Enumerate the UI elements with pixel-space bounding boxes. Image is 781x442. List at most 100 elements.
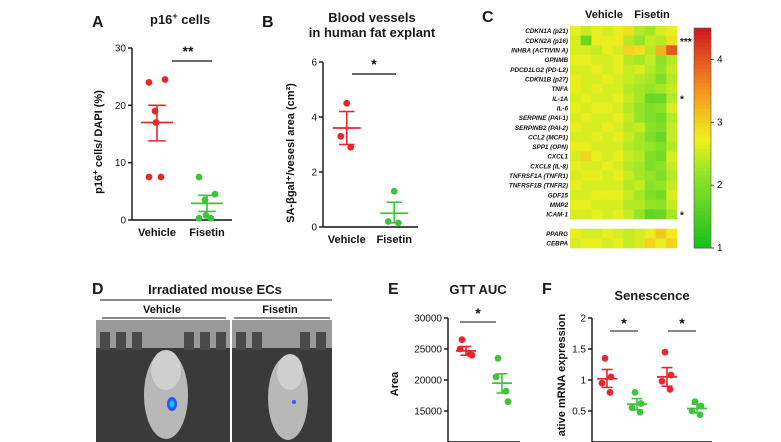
heatmap-cell-19-4 xyxy=(612,209,624,220)
heatmap-cell-6-2 xyxy=(591,83,603,94)
panel-b-plot: 0 2 4 6 Vehicle Fisetin xyxy=(311,58,418,246)
heatmap-cell-3-8 xyxy=(655,54,667,65)
heatmap-cell-2-5 xyxy=(623,45,635,56)
colorbar-step-20 xyxy=(694,101,711,106)
heatmap-row-label-5: CDKN1B (p27) xyxy=(525,77,568,84)
heatmap-cell-18-7 xyxy=(644,199,656,210)
heatmap-cell-9-1 xyxy=(580,112,592,123)
panel-a: A p16+ cells p16+ cells/ DAPI (%) 0 10 20 3… xyxy=(91,11,232,239)
colorbar-step-6 xyxy=(694,50,711,55)
heatmap-cell-15-3 xyxy=(602,170,614,181)
heatmap-cell-2-3 xyxy=(602,45,614,56)
heatmap-cell-7-8 xyxy=(655,93,667,104)
heatmap-row-annotation-7: * xyxy=(680,95,684,106)
heatmap-cell-0-3 xyxy=(602,26,614,36)
heatmap-cell-7-6 xyxy=(634,93,646,104)
heatmap-colorbar: 1 2 3 4 xyxy=(693,27,723,254)
heatmap-cell-16-3 xyxy=(602,180,614,191)
luminescence-signal-fisetin xyxy=(292,400,296,404)
heatmap-row-label-10: SERPINB2 (PAI-2) xyxy=(515,125,568,132)
heatmap-cell-18-6 xyxy=(634,199,646,210)
heatmap-cell-16-0 xyxy=(570,180,581,191)
heatmap-col-header-fisetin: Fisetin xyxy=(634,9,670,21)
panel-a-ylabel: p16+ cells/ DAPI (%) xyxy=(91,90,105,194)
heatmap-cell-4-5 xyxy=(623,64,635,75)
heatmap-row-label-14: CXCL8 (IL-8) xyxy=(530,163,568,170)
heatmap: CDKN1A (p21) CDKN2A (p16) *** INHBA (ACTIVI… xyxy=(509,26,692,249)
chartB-point-0-2 xyxy=(347,143,355,151)
heatmap-cell-9-8 xyxy=(655,112,667,123)
heatmap-cell-8-0 xyxy=(570,103,581,114)
heatmap-cell-21-7 xyxy=(644,228,656,239)
colorbar-step-47 xyxy=(694,200,711,205)
heatmap-cell-11-5 xyxy=(623,132,635,143)
heatmap-row-label-8: IL-6 xyxy=(557,105,569,112)
colorbar-tick-label-1: 2 xyxy=(717,180,723,191)
colorbar-tick-label-3: 4 xyxy=(717,54,723,65)
colorbar-step-17 xyxy=(694,90,711,95)
colorbar-step-39 xyxy=(694,171,711,176)
heatmap-cell-0-5 xyxy=(623,26,635,36)
chartF-point-0-0 xyxy=(601,354,609,362)
heatmap-cell-3-6 xyxy=(634,54,646,65)
heatmap-cell-9-2 xyxy=(591,112,603,123)
colorbar-step-13 xyxy=(694,75,711,80)
heatmap-cell-14-7 xyxy=(644,161,656,172)
heatmap-cell-19-5 xyxy=(623,209,635,220)
heatmap-cell-19-1 xyxy=(580,209,592,220)
chartA-category-0: Vehicle xyxy=(138,227,176,239)
heatmap-cell-22-6 xyxy=(634,238,646,249)
heatmap-cell-5-9 xyxy=(666,74,678,85)
heatmap-cell-11-4 xyxy=(612,132,624,143)
chartA-point-1-5 xyxy=(207,214,215,222)
panel-b-letter: B xyxy=(262,14,274,31)
colorbar-step-15 xyxy=(694,83,711,88)
chartF-ytick-label-0: 0.5 xyxy=(572,407,586,418)
colorbar-step-28 xyxy=(694,130,711,135)
heatmap-cell-3-2 xyxy=(591,54,603,65)
heatmap-cell-1-1 xyxy=(580,35,592,46)
heatmap-cell-14-9 xyxy=(666,161,678,172)
heatmap-row-label-11: CCL2 (MCP1) xyxy=(528,134,568,141)
heatmap-cell-12-9 xyxy=(666,141,678,152)
colorbar-tick-label-0: 1 xyxy=(717,243,723,254)
chartA-point-1-4 xyxy=(195,214,203,222)
heatmap-cell-15-9 xyxy=(666,170,678,181)
heatmap-cell-5-2 xyxy=(591,74,603,85)
heatmap-cell-10-6 xyxy=(634,122,646,133)
heatmap-cell-8-2 xyxy=(591,103,603,114)
heatmap-cell-7-7 xyxy=(644,93,656,104)
panel-e-title: GTT AUC xyxy=(449,282,507,297)
heatmap-cell-19-3 xyxy=(602,209,614,220)
heatmap-cell-6-7 xyxy=(644,83,656,94)
colorbar-step-52 xyxy=(694,218,711,223)
heatmap-cell-14-3 xyxy=(602,161,614,172)
colorbar-step-8 xyxy=(694,57,711,62)
colorbar-step-24 xyxy=(694,116,711,121)
heatmap-row-label-22: CEBPA xyxy=(546,241,568,248)
heatmap-cell-13-4 xyxy=(612,151,624,162)
colorbar-step-30 xyxy=(694,138,711,143)
heatmap-gap-20-7 xyxy=(644,219,656,229)
colorbar-step-51 xyxy=(694,215,711,220)
panel-a-significance: ** xyxy=(183,43,194,59)
panel-c: C Vehicle Fisetin CDKN1A (p21) CDKN2A (p1… xyxy=(482,9,723,254)
chartF-ytick-label-3: 2 xyxy=(580,314,586,325)
heatmap-cell-3-1 xyxy=(580,54,592,65)
heatmap-cell-9-6 xyxy=(634,112,646,123)
panel-c-letter: C xyxy=(482,9,494,26)
heatmap-row-label-4: PDCD1LG2 (PD-L2) xyxy=(510,67,568,74)
heatmap-cell-22-3 xyxy=(602,238,614,249)
colorbar-step-45 xyxy=(694,193,711,198)
colorbar-step-31 xyxy=(694,141,711,146)
colorbar-step-2 xyxy=(694,35,711,40)
chartE-ytick-label-3: 30000 xyxy=(414,314,442,325)
heatmap-cell-21-8 xyxy=(655,228,667,239)
panel-f-significance-1: * xyxy=(621,315,627,331)
chartA-point-1-0 xyxy=(195,173,203,181)
heatmap-cell-8-9 xyxy=(666,103,678,114)
heatmap-cell-18-8 xyxy=(655,199,667,210)
heatmap-cell-1-0 xyxy=(570,35,581,46)
heatmap-cell-11-1 xyxy=(580,132,592,143)
heatmap-cell-11-9 xyxy=(666,132,678,143)
